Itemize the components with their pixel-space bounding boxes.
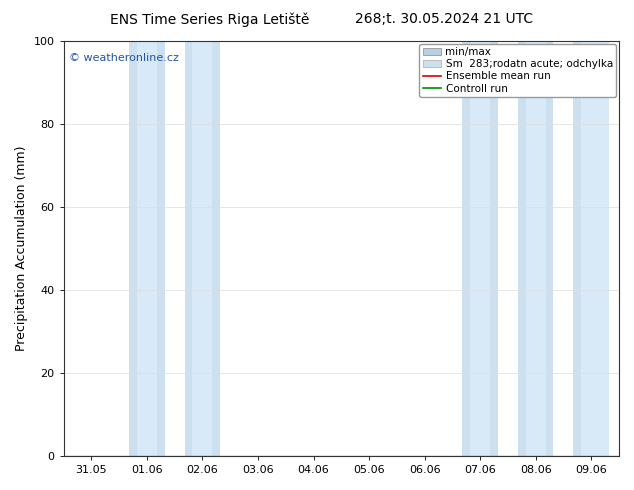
Bar [581,41,609,456]
Text: © weatheronline.cz: © weatheronline.cz [69,53,179,64]
Bar [526,41,546,456]
Bar [574,41,581,456]
Bar [157,41,165,456]
Bar [137,41,157,456]
Bar [518,41,526,456]
Bar [184,41,193,456]
Bar [129,41,137,456]
Legend: min/max, Sm  283;rodatn acute; odchylka, Ensemble mean run, Controll run: min/max, Sm 283;rodatn acute; odchylka, … [420,44,616,97]
Y-axis label: Precipitation Accumulation (mm): Precipitation Accumulation (mm) [15,146,28,351]
Bar [212,41,220,456]
Text: 268;t. 30.05.2024 21 UTC: 268;t. 30.05.2024 21 UTC [355,12,533,26]
Bar [470,41,490,456]
Text: ENS Time Series Riga Letiště: ENS Time Series Riga Letiště [110,12,309,27]
Bar [193,41,212,456]
Bar [546,41,553,456]
Bar [490,41,498,456]
Bar [462,41,470,456]
